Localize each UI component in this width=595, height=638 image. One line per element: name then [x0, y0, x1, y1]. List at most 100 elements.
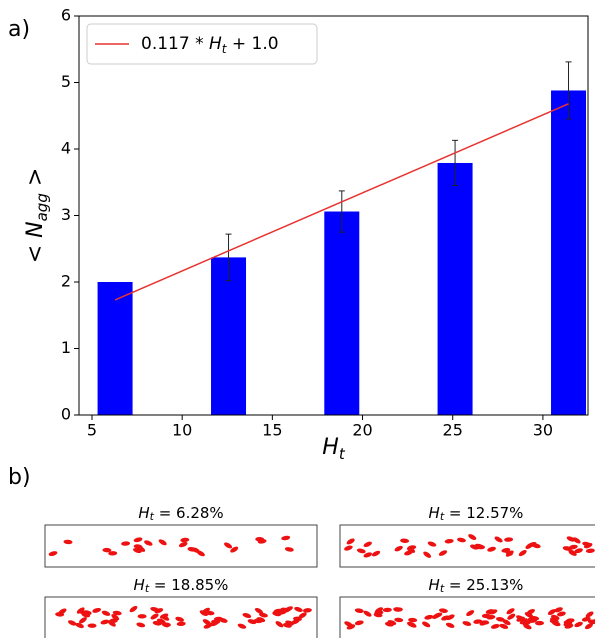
particle: [136, 622, 146, 629]
particle: [408, 618, 417, 623]
text-part: H: [322, 435, 339, 460]
particle: [92, 607, 102, 614]
particle: [255, 537, 264, 542]
particle: [445, 622, 455, 629]
snapshot: [340, 525, 595, 567]
y-tick-label: 0: [61, 405, 71, 424]
x-tick-label: 20: [352, 421, 372, 440]
particle: [394, 617, 403, 622]
y-tick-label: 6: [61, 6, 71, 25]
particle: [281, 535, 291, 541]
text-part: < N: [23, 221, 48, 263]
x-tick-label: 15: [262, 421, 282, 440]
particle: [274, 620, 284, 629]
particle: [121, 541, 130, 546]
y-tick-label: 2: [61, 272, 71, 291]
text-part: = 6.28%: [154, 504, 224, 522]
bar: [98, 282, 133, 415]
snapshot-title: Ht = 6.28%: [138, 504, 223, 524]
y-tick-label: 4: [61, 139, 71, 158]
particle: [138, 614, 147, 618]
particle: [465, 609, 475, 617]
particle: [574, 621, 584, 628]
particle: [504, 537, 513, 542]
particle: [438, 549, 448, 557]
text-part: t: [339, 445, 346, 463]
text-part: agg: [33, 193, 51, 221]
text-part: H: [138, 504, 149, 522]
particle: [363, 610, 373, 618]
particle: [303, 608, 312, 613]
figure: a) b) 012345651015202530Ht< Nagg >0.117 …: [0, 0, 595, 638]
particle: [457, 537, 467, 543]
particle: [48, 550, 58, 557]
particle: [494, 535, 504, 543]
particle: [427, 540, 437, 547]
text-part: = 25.13%: [444, 576, 523, 594]
particle: [143, 539, 153, 547]
particle: [63, 539, 72, 544]
particle: [462, 620, 472, 627]
particles: [55, 605, 312, 630]
particle: [285, 546, 295, 552]
particle: [518, 549, 528, 558]
legend: 0.117 * Ht + 1.0: [87, 24, 317, 64]
particle: [354, 620, 364, 626]
particle: [394, 545, 404, 553]
snapshot-frame: [340, 525, 595, 567]
particles: [343, 606, 595, 631]
text-part: = 12.57%: [444, 504, 523, 522]
text-part: H: [209, 34, 222, 54]
particle: [467, 533, 477, 541]
particles: [343, 533, 595, 559]
particle: [129, 605, 139, 614]
x-tick-label: 5: [87, 421, 97, 440]
particle: [490, 623, 500, 630]
text-part: H: [429, 504, 440, 522]
text-part: >: [23, 168, 48, 193]
particle: [421, 620, 431, 628]
particle: [67, 619, 77, 627]
particle: [422, 550, 432, 559]
particle: [356, 548, 366, 554]
x-axis-label: Ht: [322, 435, 346, 463]
particle: [371, 550, 381, 558]
bar: [551, 90, 586, 415]
y-tick-label: 1: [61, 338, 71, 357]
bar: [324, 212, 359, 415]
text-part: = 18.85%: [149, 576, 228, 594]
snapshot-title: Ht = 25.13%: [429, 576, 524, 596]
particle: [383, 608, 392, 613]
text-part: H: [429, 576, 440, 594]
snapshot: [45, 525, 317, 567]
particle: [354, 608, 364, 614]
y-axis-label: < Nagg >: [23, 168, 51, 264]
particle: [487, 546, 497, 553]
particle: [363, 540, 373, 548]
bar: [438, 163, 473, 415]
snapshot-title: Ht = 12.57%: [429, 504, 524, 524]
x-tick-label: 25: [443, 421, 463, 440]
particle: [87, 623, 96, 627]
particle: [158, 538, 168, 546]
particles: [48, 535, 294, 557]
text-part: H: [134, 576, 145, 594]
particle: [346, 537, 356, 545]
snapshot-title: Ht = 18.85%: [134, 576, 229, 596]
snapshot: [340, 597, 595, 638]
particle: [133, 537, 143, 543]
panel-label: b): [8, 465, 31, 490]
y-tick-label: 3: [61, 205, 71, 224]
legend-label: 0.117 * Ht + 1.0: [141, 34, 279, 56]
particle: [586, 548, 595, 553]
x-tick-label: 30: [533, 421, 553, 440]
particle: [223, 541, 233, 549]
panel-label: a): [8, 17, 30, 42]
text-part: 0.117 *: [141, 34, 209, 54]
particle: [242, 612, 252, 619]
text-part: + 1.0: [227, 34, 279, 54]
particle: [175, 616, 185, 623]
snapshot: [45, 597, 317, 638]
particle: [400, 538, 409, 543]
particle: [237, 623, 247, 630]
